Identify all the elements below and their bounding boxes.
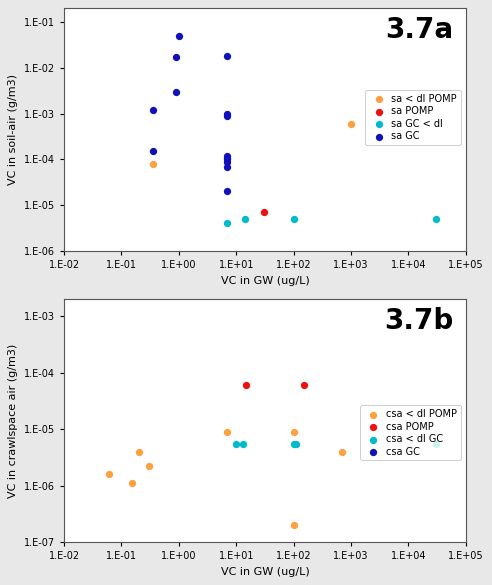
sa GC bbox=[223, 51, 231, 61]
csa POMP bbox=[243, 381, 250, 390]
sa GC bbox=[223, 109, 231, 118]
csa < dl POMP bbox=[223, 427, 231, 436]
sa GC bbox=[172, 53, 180, 62]
Legend: csa < dl POMP, csa POMP, csa < dl GC, csa GC: csa < dl POMP, csa POMP, csa < dl GC, cs… bbox=[360, 405, 461, 460]
sa GC bbox=[172, 87, 180, 97]
sa GC bbox=[223, 157, 231, 166]
sa GC bbox=[223, 155, 231, 164]
sa GC bbox=[223, 162, 231, 171]
Text: 3.7b: 3.7b bbox=[385, 307, 454, 335]
Y-axis label: VC in soil-air (g/m3): VC in soil-air (g/m3) bbox=[8, 74, 18, 185]
sa GC < dl bbox=[223, 219, 231, 228]
sa GC bbox=[149, 147, 156, 156]
sa GC bbox=[223, 187, 231, 196]
sa GC < dl bbox=[241, 214, 248, 223]
sa GC < dl bbox=[432, 214, 440, 223]
sa GC < dl bbox=[290, 214, 298, 223]
csa < dl POMP bbox=[135, 447, 143, 456]
X-axis label: VC in GW (ug/L): VC in GW (ug/L) bbox=[220, 567, 309, 577]
sa < dl POMP bbox=[149, 159, 156, 168]
sa GC bbox=[223, 151, 231, 160]
Legend: sa < dl POMP, sa POMP, sa GC < dl, sa GC: sa < dl POMP, sa POMP, sa GC < dl, sa GC bbox=[365, 90, 461, 145]
csa < dl POMP bbox=[290, 427, 298, 436]
csa < dl POMP bbox=[127, 479, 135, 488]
sa GC bbox=[149, 105, 156, 115]
csa < dl GC bbox=[292, 439, 300, 449]
sa < dl POMP bbox=[347, 119, 355, 129]
Y-axis label: VC in crawlspace air (g/m3): VC in crawlspace air (g/m3) bbox=[8, 343, 18, 498]
Text: 3.7a: 3.7a bbox=[386, 16, 454, 44]
csa < dl GC bbox=[290, 439, 298, 449]
csa < dl GC bbox=[239, 439, 246, 449]
csa < dl GC bbox=[232, 439, 240, 449]
sa GC bbox=[175, 31, 183, 40]
sa POMP bbox=[260, 208, 268, 217]
X-axis label: VC in GW (ug/L): VC in GW (ug/L) bbox=[220, 276, 309, 285]
sa GC bbox=[223, 153, 231, 162]
sa GC bbox=[223, 111, 231, 121]
csa < dl POMP bbox=[338, 447, 346, 456]
csa POMP bbox=[300, 381, 308, 390]
Point bbox=[290, 521, 298, 530]
csa < dl GC bbox=[432, 439, 440, 449]
csa < dl POMP bbox=[105, 470, 113, 479]
csa < dl POMP bbox=[145, 462, 153, 471]
